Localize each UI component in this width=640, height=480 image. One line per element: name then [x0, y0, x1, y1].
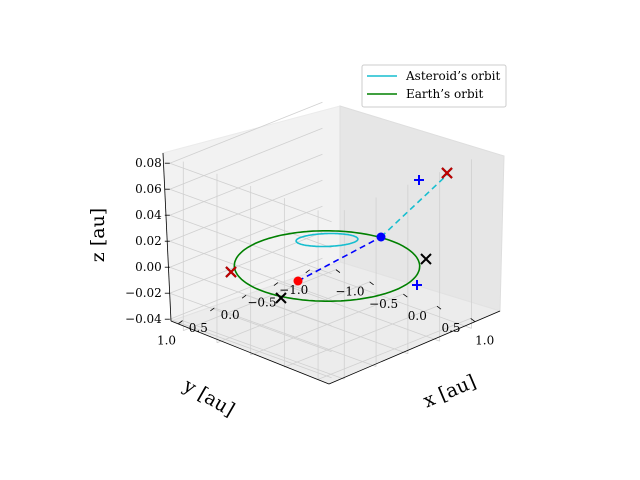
legend-box: [361, 64, 507, 108]
legend-label-earth: Earth’s orbit: [406, 87, 483, 101]
x-tick-mark: [436, 305, 442, 310]
grid-line-y-floor: [309, 269, 472, 329]
blue-to-aphelion-dashed-line: [380, 173, 449, 238]
legend: Asteroid’s orbit Earth’s orbit: [361, 64, 507, 108]
grid-line-z-left-wall: [169, 205, 323, 268]
x-tick-label: 0.0: [408, 309, 427, 323]
grid-line-z-left-wall: [169, 127, 323, 190]
grid-line-z-right-wall: [169, 266, 332, 327]
blue-dot-marker: [376, 232, 386, 242]
z-tick-label: −0.04: [125, 312, 162, 326]
x-axis-line: [328, 310, 501, 385]
legend-label-asteroid: Asteroid’s orbit: [405, 69, 500, 83]
x-tick-label: −1.0: [335, 285, 364, 299]
z-tick-label: 0.04: [135, 208, 162, 222]
red-to-blue-dashed-line: [297, 236, 382, 282]
grid-line-z-right-wall: [169, 240, 332, 301]
black-x-marker: [420, 253, 432, 265]
z-axis-title: z [au]: [87, 208, 109, 262]
y-tick-label: −0.5: [247, 296, 276, 310]
markers-layer: [225, 167, 453, 304]
grid-line-y-floor: [214, 307, 377, 367]
black-x-marker: [275, 292, 287, 304]
x-tick-label: 0.5: [441, 321, 460, 335]
z-tick-label: −0.02: [125, 286, 162, 300]
red-dot-marker: [293, 276, 303, 286]
red-x-marker: [441, 167, 453, 179]
axes-panes: [162, 105, 505, 385]
grid-line-z-left-wall: [169, 257, 323, 320]
y-tick-mark: [305, 269, 310, 274]
y-tick-mark: [241, 294, 247, 299]
plot-area: [233, 173, 449, 302]
y-tick-label: 1.0: [157, 334, 176, 348]
x-tick-mark: [470, 318, 475, 322]
earth-orbit-line: [233, 230, 421, 302]
z-tick-label: 0.08: [135, 156, 162, 170]
red-x-marker: [225, 266, 237, 278]
y-tick-mark: [178, 320, 183, 324]
grid-line-y-floor: [182, 320, 345, 380]
x-tick-mark: [369, 281, 374, 286]
grid-line-y-floor: [277, 282, 440, 342]
grid-line-z-left-wall: [169, 101, 323, 164]
grid-line-z-left-wall: [169, 179, 323, 242]
grid-line-z-right-wall: [169, 162, 332, 223]
x-tick-label: 1.0: [475, 333, 494, 347]
y-tick-mark: [273, 282, 279, 286]
x-axis-title: x [au]: [420, 371, 479, 413]
y-tick-label: 0.0: [221, 308, 240, 322]
grid-lines: [169, 101, 472, 380]
z-tick-label: 0.02: [135, 234, 162, 248]
x-tick-mark: [335, 269, 341, 273]
grid-line-z-right-wall: [169, 292, 332, 353]
y-tick-label: 0.5: [189, 321, 208, 335]
grid-line-z-right-wall: [169, 188, 332, 249]
grid-line-z-left-wall: [169, 153, 323, 216]
x-tick-mark: [403, 293, 408, 298]
z-tick-label: 0.06: [135, 182, 162, 196]
y-axis-line: [170, 320, 330, 385]
y-tick-mark: [210, 307, 215, 312]
y-axis-title: y [au]: [179, 374, 239, 421]
x-tick-label: −0.5: [369, 297, 398, 311]
grid-line-z-right-wall: [169, 318, 332, 379]
z-tick-label: 0.00: [135, 260, 162, 274]
asteroid-orbit-line: [295, 232, 359, 248]
axis-ticks: −1.0−0.50.00.51.0−1.0−0.50.00.51.0−0.04−…: [125, 156, 494, 347]
grid-line-z-right-wall: [169, 214, 332, 275]
y-tick-label: −1.0: [279, 283, 308, 297]
